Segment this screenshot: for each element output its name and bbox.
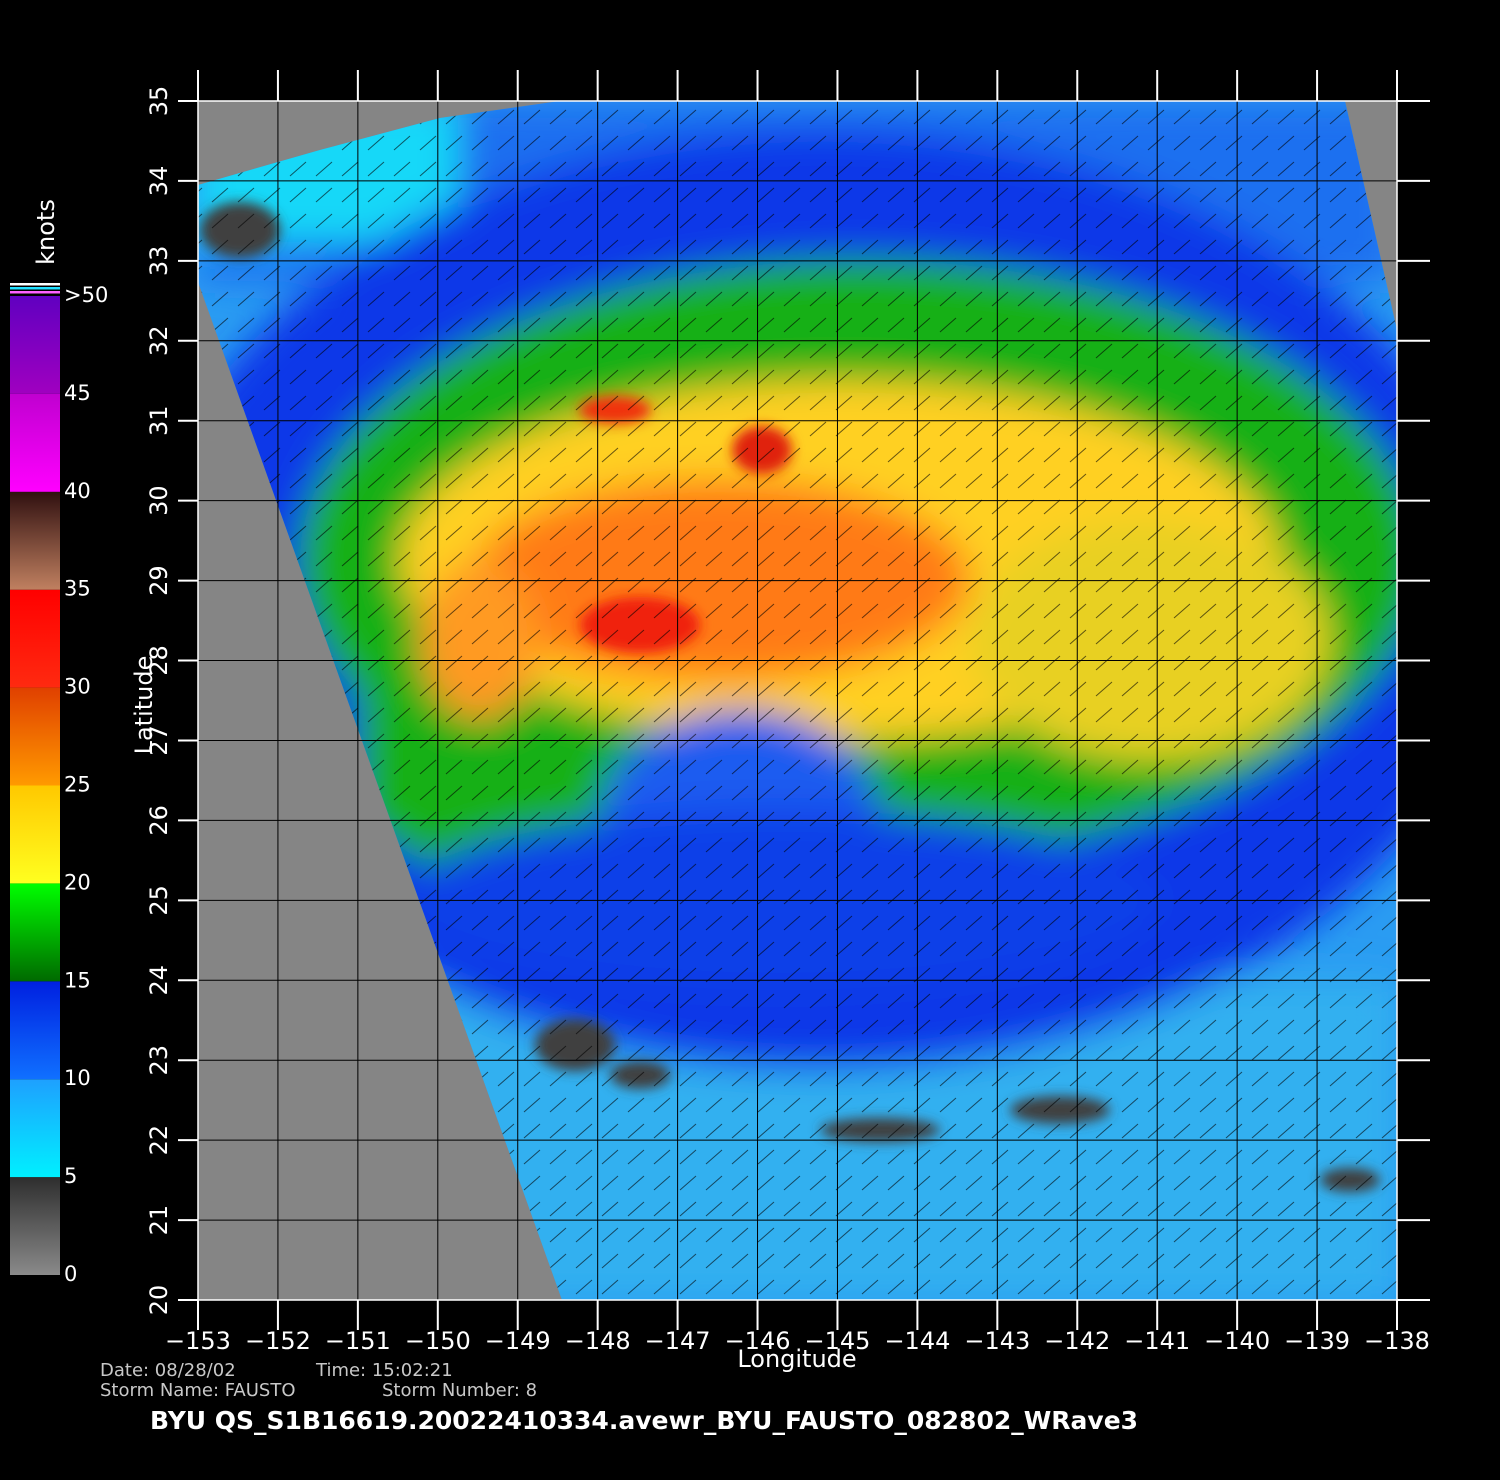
y-tick-label: 28 [145,645,173,676]
x-tick-label: −149 [485,1327,551,1355]
y-tick-label: 22 [145,1125,173,1156]
x-axis-title: Longitude [737,1345,856,1373]
y-axis-title: Latitude [130,656,158,755]
x-tick-label: −140 [1204,1327,1270,1355]
x-tick-label: −144 [884,1327,950,1355]
colorbar-tick-label: >50 [64,283,108,307]
y-tick-label: 31 [145,405,173,436]
colorbar-band [10,1079,60,1178]
colorbar-band [10,589,60,688]
colorbar-tick-label: 20 [64,870,91,894]
colorbar-band [10,883,60,982]
storm-number: Storm Number: 8 [382,1380,537,1401]
colorbar-tick-label: 30 [64,675,91,699]
colorbar-tick-label: 25 [64,773,91,797]
colorbar-tick-label: 45 [64,381,91,405]
storm-name: Storm Name: FAUSTO [100,1380,296,1401]
x-tick-label: −147 [645,1327,711,1355]
y-tick-label: 23 [145,1045,173,1076]
colorbar-band [10,981,60,1080]
x-tick-label: −148 [565,1327,631,1355]
x-tick-label: −150 [405,1327,471,1355]
colorbar-title: knots [32,199,60,265]
y-tick-label: 30 [145,485,173,516]
colorbar-tick-label: 40 [64,479,91,503]
x-tick-label: −141 [1124,1327,1190,1355]
y-tick-label: 33 [145,246,173,277]
colorbar-cap [10,287,60,290]
y-tick-label: 27 [145,725,173,756]
y-tick-label: 21 [145,1205,173,1236]
x-tick-label: −152 [245,1327,311,1355]
x-tick-label: −142 [1044,1327,1110,1355]
x-tick-label: −146 [725,1327,791,1355]
y-tick-label: 25 [145,885,173,916]
y-tick-label: 24 [145,965,173,996]
y-tick-label: 32 [145,326,173,357]
time: Time: 15:02:21 [315,1360,453,1381]
colorbar-tick-label: 15 [64,968,91,992]
y-tick-label: 35 [145,86,173,117]
colorbar-tick-label: 35 [64,577,91,601]
colorbar-band [10,296,60,394]
colorbar-tick-label: 0 [64,1262,77,1286]
y-tick-label: 20 [145,1285,173,1316]
wind-image [198,101,1397,1300]
colorbar-band [10,1177,60,1275]
x-tick-label: −138 [1364,1327,1430,1355]
x-tick-label: −153 [165,1327,231,1355]
x-tick-label: −145 [805,1327,871,1355]
y-tick-label: 29 [145,565,173,596]
colorbar-band [10,491,60,590]
date: Date: 08/28/02 [100,1360,236,1381]
x-tick-label: −143 [964,1327,1030,1355]
y-tick-label: 26 [145,805,173,836]
colorbar-cap [10,291,60,294]
product-title: BYU QS_S1B16619.20022410334.avewr_BYU_FA… [150,1406,1138,1435]
colorbar-tick-label: 5 [64,1164,77,1188]
y-tick-label: 34 [145,166,173,197]
colorbar-band [10,785,60,884]
colorbar-band [10,687,60,786]
x-tick-label: −139 [1284,1327,1350,1355]
colorbar-cap [10,283,60,286]
colorbar-band [10,393,60,492]
colorbar-tick-label: 10 [64,1066,91,1090]
plot-frame [197,100,1398,1301]
x-tick-label: −151 [325,1327,391,1355]
